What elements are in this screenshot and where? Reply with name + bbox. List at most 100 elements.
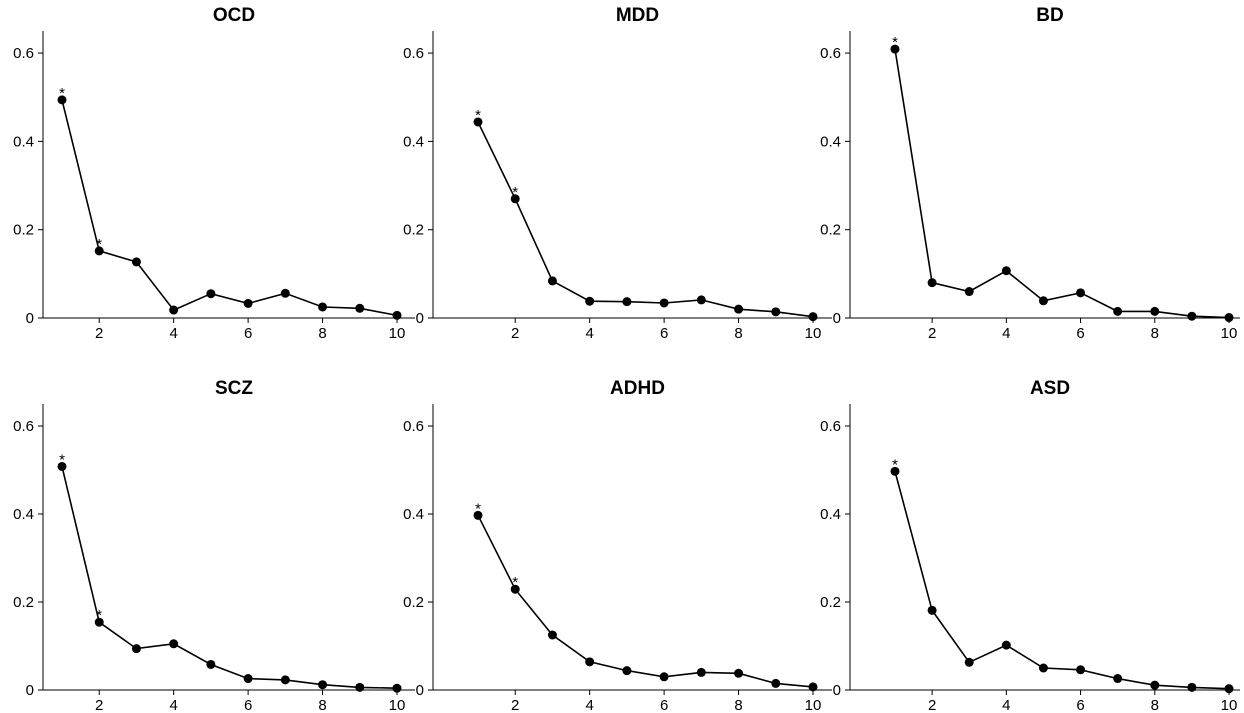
data-point xyxy=(808,312,818,322)
data-point xyxy=(131,257,141,267)
data-point xyxy=(206,289,216,299)
y-tick-label: 0.2 xyxy=(403,222,424,239)
data-point xyxy=(585,657,595,667)
x-tick-label: 8 xyxy=(734,697,742,713)
data-point xyxy=(1113,674,1123,684)
panel-asd: ASD 0 0.2 0.4 0.6 2 4 6 8 10 * xyxy=(820,378,1240,713)
panel-ocd: OCD 0 0.2 0.4 0.6 2 4 6 8 10 * * xyxy=(13,5,415,342)
data-point xyxy=(473,117,483,127)
x-tick-label: 10 xyxy=(805,697,822,713)
series-line xyxy=(894,471,1230,690)
x-tick-label: 4 xyxy=(585,697,593,713)
data-point xyxy=(1224,684,1234,694)
y-tick-label: 0 xyxy=(416,682,424,699)
significance-marker: * xyxy=(475,500,481,517)
x-tick-label: 6 xyxy=(1076,325,1084,342)
data-point xyxy=(318,302,328,312)
data-point xyxy=(280,675,290,685)
data-point xyxy=(1076,288,1086,298)
x-tick-label: 6 xyxy=(1076,697,1084,713)
data-point xyxy=(585,296,595,306)
y-tick-label: 0.4 xyxy=(820,506,841,523)
data-point xyxy=(547,276,557,286)
y-tick-label: 0 xyxy=(26,310,34,327)
data-point xyxy=(1001,640,1011,650)
panel-scz: SCZ 0 0.2 0.4 0.6 2 4 6 8 10 * * xyxy=(13,378,415,713)
series-line xyxy=(894,48,1230,319)
data-point xyxy=(392,310,402,320)
x-tick-label: 2 xyxy=(95,697,103,713)
data-point xyxy=(1224,313,1234,323)
y-tick-label: 0.6 xyxy=(403,418,424,435)
data-point xyxy=(696,295,706,305)
significance-marker: * xyxy=(96,236,102,253)
data-point xyxy=(243,674,253,684)
data-point xyxy=(169,305,179,315)
y-tick-label: 0 xyxy=(833,682,841,699)
y-tick-label: 0.4 xyxy=(13,133,34,150)
data-point xyxy=(355,303,365,313)
y-tick-label: 0.2 xyxy=(820,594,841,611)
x-tick-label: 8 xyxy=(318,325,326,342)
y-tick-label: 0 xyxy=(833,310,841,327)
data-point xyxy=(927,605,937,615)
y-tick-label: 0.6 xyxy=(820,45,841,62)
y-tick-label: 0.6 xyxy=(13,418,34,435)
data-point xyxy=(547,630,557,640)
y-tick-label: 0.2 xyxy=(820,222,841,239)
y-tick-label: 0.2 xyxy=(403,594,424,611)
data-point xyxy=(622,666,632,676)
x-tick-label: 2 xyxy=(928,325,936,342)
x-tick-label: 8 xyxy=(1151,325,1159,342)
significance-marker: * xyxy=(59,85,65,102)
data-point xyxy=(57,461,67,471)
y-tick-label: 0 xyxy=(26,682,34,699)
significance-marker: * xyxy=(59,451,65,468)
panel-title: SCZ xyxy=(215,378,253,399)
x-tick-label: 4 xyxy=(585,325,593,342)
panel-bd: BD 0 0.2 0.4 0.6 2 4 6 8 10 * xyxy=(820,5,1240,342)
data-point xyxy=(890,466,900,476)
y-tick-label: 0.4 xyxy=(403,133,424,150)
x-tick-label: 10 xyxy=(805,325,822,342)
data-point xyxy=(1150,680,1160,690)
data-point xyxy=(94,617,104,627)
panel-title: ASD xyxy=(1030,378,1070,399)
data-point xyxy=(280,288,290,298)
series-line xyxy=(477,121,814,318)
panel-adhd: ADHD 0 0.2 0.4 0.6 2 4 6 8 10 * * xyxy=(403,378,832,713)
significance-marker: * xyxy=(892,456,898,473)
y-tick-label: 0.6 xyxy=(820,418,841,435)
data-point xyxy=(94,246,104,256)
x-tick-label: 8 xyxy=(734,325,742,342)
data-point xyxy=(771,678,781,688)
data-point xyxy=(659,298,669,308)
data-point xyxy=(890,44,900,54)
x-tick-label: 2 xyxy=(95,325,103,342)
y-tick-label: 0.4 xyxy=(403,506,424,523)
panel-mdd: MDD 0 0.2 0.4 0.6 2 4 6 8 10 * * xyxy=(403,5,832,342)
significance-marker: * xyxy=(96,607,102,624)
data-point xyxy=(964,287,974,297)
x-tick-label: 6 xyxy=(660,325,668,342)
x-tick-label: 2 xyxy=(511,325,519,342)
x-tick-label: 6 xyxy=(244,697,252,713)
data-point xyxy=(1113,306,1123,316)
series-line xyxy=(477,514,814,688)
y-tick-label: 0.2 xyxy=(13,222,34,239)
panel-title: OCD xyxy=(213,5,255,26)
x-tick-label: 6 xyxy=(244,325,252,342)
x-tick-label: 4 xyxy=(169,697,177,713)
data-point xyxy=(473,510,483,520)
data-point xyxy=(734,668,744,678)
data-point xyxy=(808,682,818,692)
data-point xyxy=(771,307,781,317)
panel-title: BD xyxy=(1036,5,1063,26)
data-point xyxy=(1001,266,1011,276)
data-point xyxy=(622,297,632,307)
data-point xyxy=(1038,663,1048,673)
data-point xyxy=(1187,682,1197,692)
data-point xyxy=(927,278,937,288)
data-point xyxy=(169,639,179,649)
